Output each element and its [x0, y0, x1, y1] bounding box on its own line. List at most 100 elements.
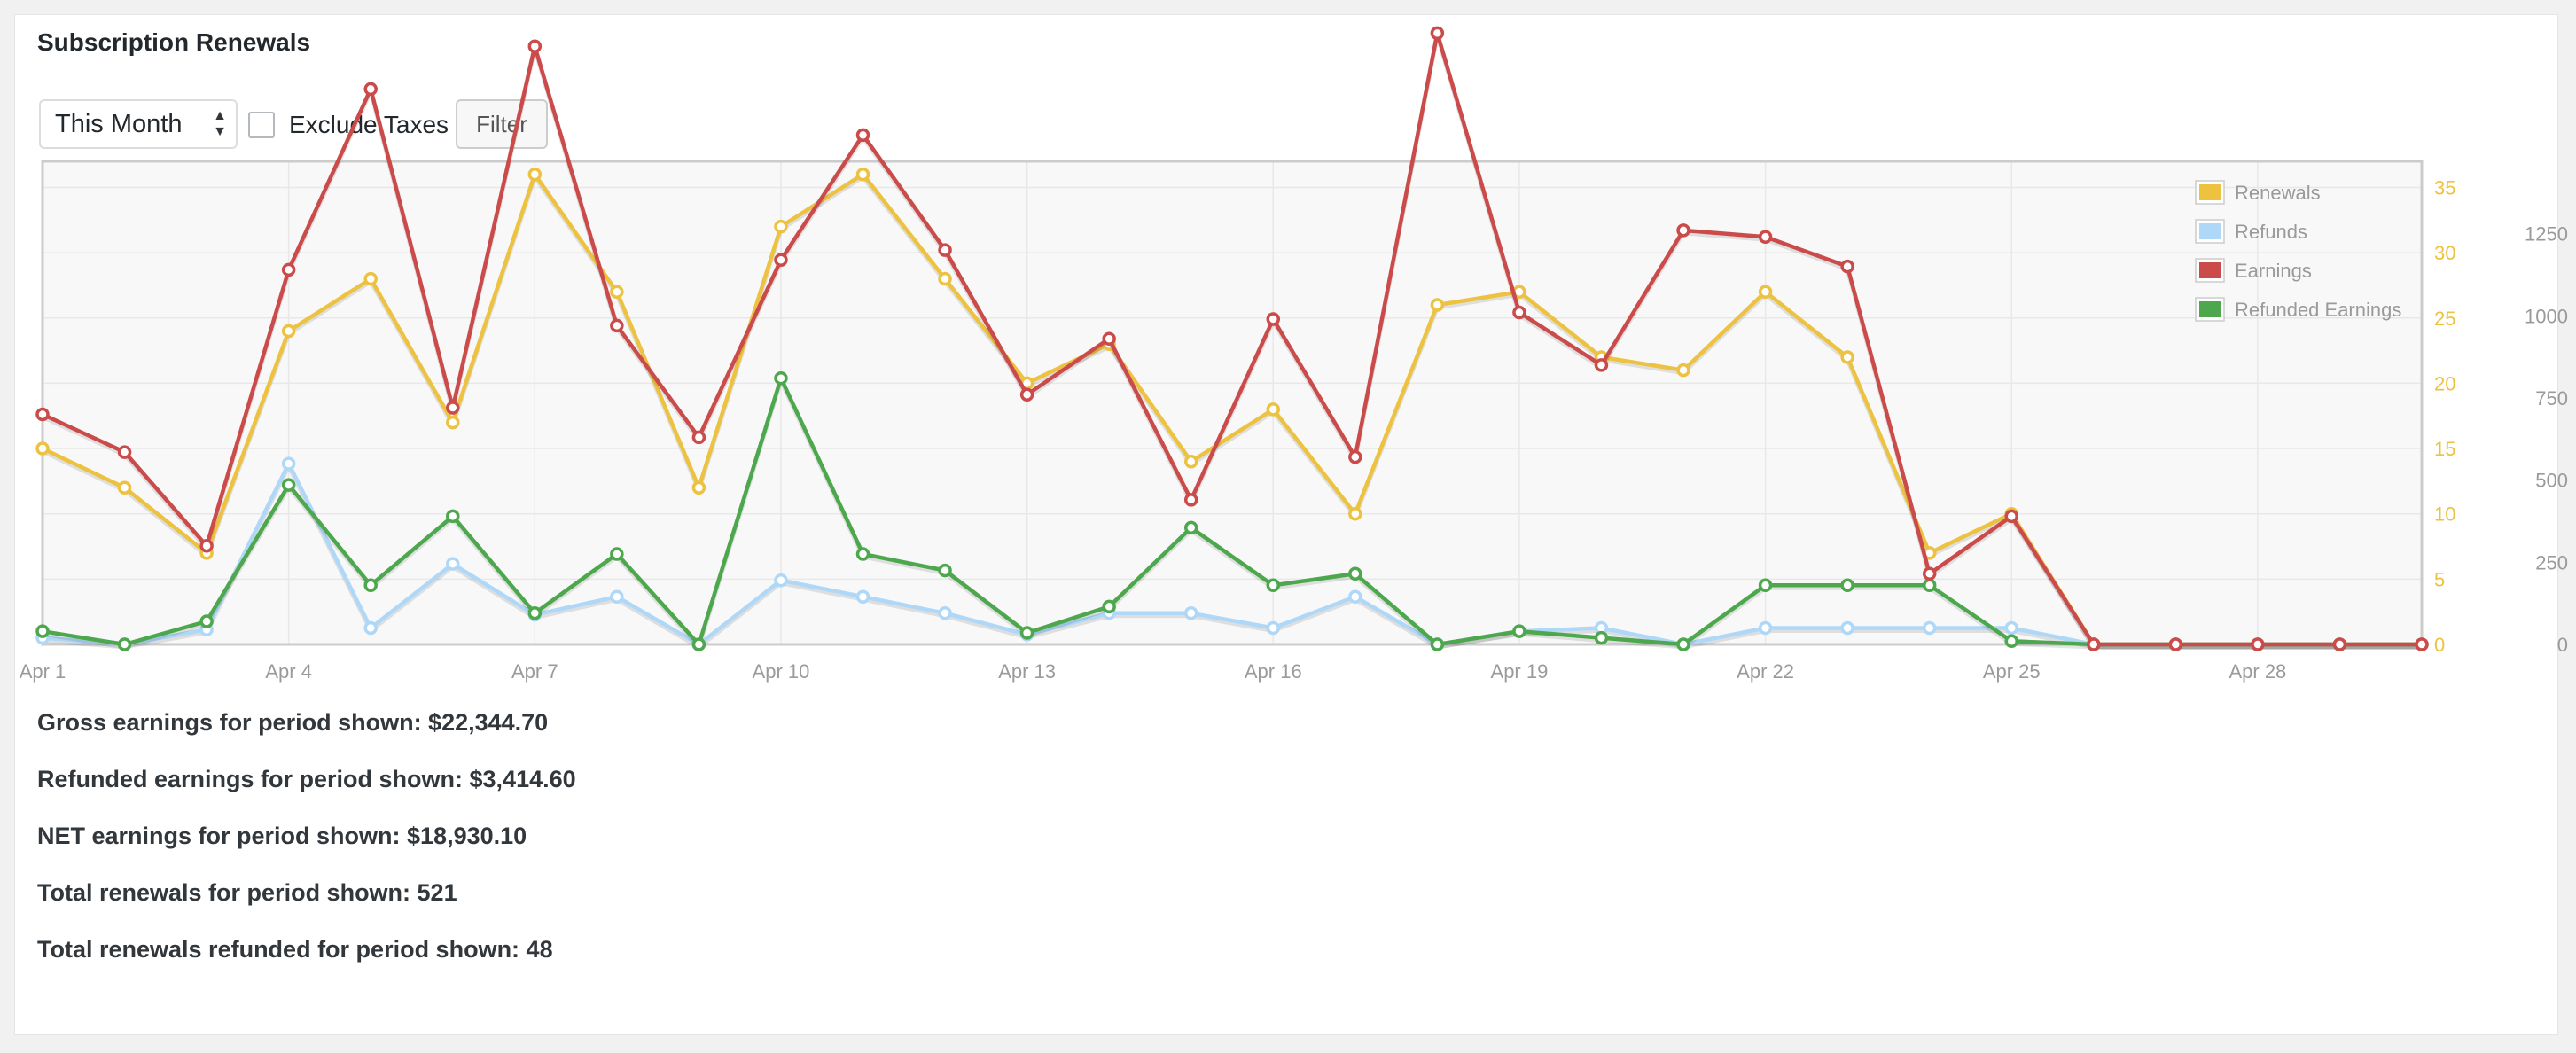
- x-tick-label: Apr 13: [998, 660, 1056, 682]
- refunded-earnings-point: [281, 478, 296, 492]
- renewals-point: [774, 219, 788, 234]
- renewals-point: [1430, 298, 1445, 312]
- legend-swatch: [2199, 184, 2221, 200]
- gross-earnings-text: Gross earnings for period shown: $22,344…: [37, 709, 549, 736]
- y-left-tick-label: 5: [2434, 568, 2445, 590]
- refunded-earnings-point: [527, 606, 543, 620]
- refunds-point: [855, 589, 870, 604]
- renewals-point: [1840, 350, 1854, 364]
- x-tick-label: Apr 7: [511, 660, 558, 682]
- renewals-point: [1758, 285, 1773, 300]
- renewals-point: [1676, 363, 1690, 378]
- renewals-point: [35, 441, 50, 456]
- refunded-earnings-line: [42, 376, 2422, 647]
- refunds-point: [1348, 589, 1362, 604]
- refunds-point: [1840, 620, 1854, 636]
- earnings-point: [691, 430, 706, 445]
- renewals-point: [855, 167, 870, 182]
- refunded-earnings-shadow: [42, 378, 2422, 650]
- refunded-earnings-point: [610, 547, 624, 561]
- refunded-earnings-point: [938, 563, 952, 578]
- y-left-tick-label: 25: [2434, 308, 2455, 330]
- legend-label: Refunded Earnings: [2235, 299, 2401, 321]
- renewals-point: [691, 480, 706, 495]
- y-left-tick-label: 30: [2434, 242, 2455, 264]
- refunds-point: [1758, 620, 1773, 636]
- earnings-point: [35, 407, 50, 422]
- earnings-point: [1840, 259, 1854, 274]
- earnings-point: [1594, 358, 1609, 372]
- refunded-earnings-point: [117, 637, 132, 651]
- refunds-point: [610, 589, 624, 604]
- total-renewals-text: Total renewals for period shown: 521: [37, 879, 457, 906]
- renewals-point: [446, 415, 460, 430]
- refunded-earnings-point: [1183, 520, 1198, 535]
- refunded-earnings-point: [855, 547, 870, 561]
- date-range-select[interactable]: This Month ▲ ▼: [39, 99, 238, 149]
- x-tick-label: Apr 25: [1983, 660, 2041, 682]
- y-left-tick-label: 15: [2434, 438, 2455, 460]
- refunded-earnings-point: [1512, 624, 1526, 638]
- y-right-tick-label: 0: [2557, 634, 2568, 656]
- earnings-point: [1512, 305, 1526, 320]
- refunds-shadow: [42, 464, 2422, 650]
- earnings-line: [42, 31, 2422, 647]
- earnings-point: [1676, 223, 1690, 238]
- x-tick-label: Apr 1: [20, 660, 66, 682]
- y-left-tick-label: 35: [2434, 176, 2455, 199]
- renewals-point: [117, 480, 132, 495]
- y-left-tick-label: 10: [2434, 503, 2455, 526]
- total-renewals-refunded-text: Total renewals refunded for period shown…: [37, 936, 553, 963]
- legend-swatch: [2199, 223, 2221, 239]
- earnings-point: [281, 262, 296, 277]
- earnings-point: [1758, 230, 1773, 245]
- refunded-earnings-point: [2004, 634, 2018, 649]
- y-left-tick-label: 0: [2434, 634, 2445, 656]
- refunded-earnings-point: [1676, 637, 1690, 651]
- filter-button[interactable]: Filter: [456, 99, 548, 149]
- x-tick-label: Apr 22: [1737, 660, 1794, 682]
- refunded-earnings-point: [691, 637, 706, 651]
- earnings-point: [117, 445, 132, 459]
- renewals-point: [527, 167, 543, 182]
- panel-title: Subscription Renewals: [37, 28, 311, 56]
- exclude-taxes-label: Exclude Taxes: [289, 111, 449, 138]
- refunds-line: [42, 461, 2422, 647]
- earnings-point: [199, 539, 214, 553]
- legend-swatch: [2199, 301, 2221, 317]
- legend-label: Renewals: [2235, 182, 2321, 204]
- x-tick-label: Apr 10: [753, 660, 810, 682]
- refunded-earnings-point: [35, 624, 50, 638]
- refunded-earnings-point: [1348, 566, 1362, 581]
- plot-border: [41, 160, 2424, 646]
- x-tick-label: Apr 4: [265, 660, 312, 682]
- refunded-earnings-point: [1594, 630, 1609, 645]
- refunded-earnings-text: Refunded earnings for period shown: $3,4…: [37, 766, 576, 792]
- earnings-point: [855, 128, 870, 143]
- refunds-point: [1183, 606, 1198, 620]
- earnings-point: [1922, 566, 1937, 581]
- renewals-point: [363, 271, 378, 286]
- y-left-tick-label: 20: [2434, 372, 2455, 394]
- exclude-taxes-checkbox[interactable]: [248, 112, 275, 138]
- refunded-earnings-point: [1019, 626, 1034, 640]
- earnings-point: [1183, 493, 1198, 507]
- legend-swatch: [2199, 262, 2221, 278]
- legend-label: Earnings: [2235, 260, 2312, 282]
- y-right-tick-label: 1250: [2525, 223, 2568, 246]
- plot-background: [43, 161, 2422, 644]
- refunded-earnings-point: [446, 509, 460, 524]
- select-arrows-icon: ▲ ▼: [213, 108, 227, 139]
- renewals-line-chart: Apr 1 Apr 4 Apr 7 Apr 10 Apr 13 Apr 16 Apr 19 A…: [20, 26, 2568, 682]
- earnings-point: [2415, 637, 2429, 651]
- refunded-earnings-point: [199, 614, 214, 628]
- refunded-earnings-point: [1758, 578, 1773, 593]
- earnings-point: [1266, 312, 1281, 326]
- earnings-point: [446, 401, 460, 415]
- refunded-earnings-point: [1266, 578, 1281, 593]
- renewals-point: [1183, 455, 1198, 469]
- net-earnings-text: NET earnings for period shown: $18,930.1…: [37, 823, 527, 849]
- refunds-point: [774, 573, 788, 588]
- earnings-point: [2004, 509, 2018, 524]
- earnings-point: [1348, 449, 1362, 464]
